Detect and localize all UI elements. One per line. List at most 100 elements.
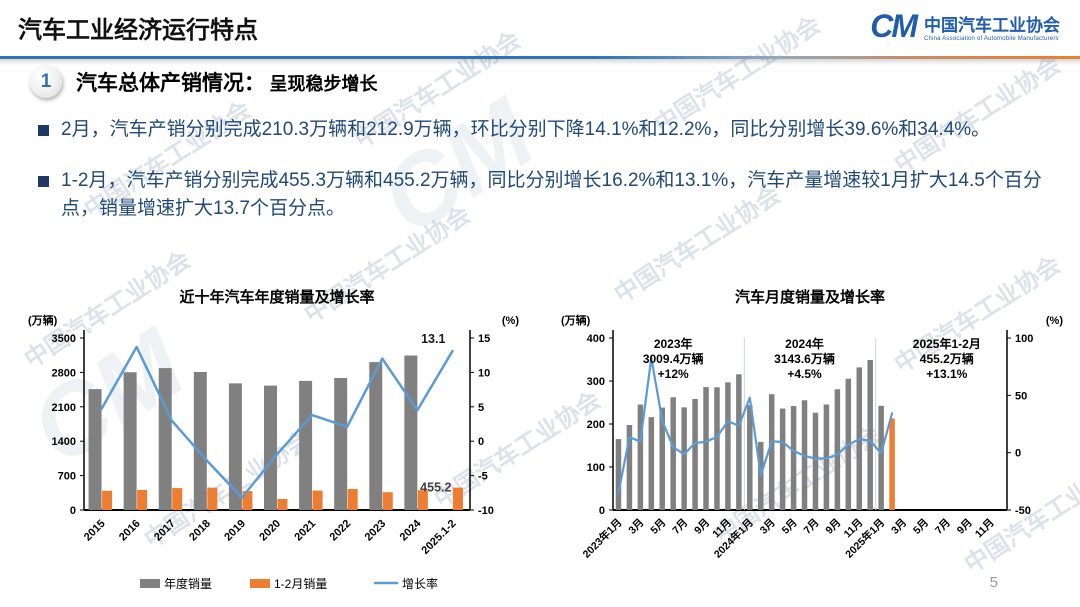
svg-text:2023: 2023 (363, 518, 389, 544)
section-number-badge: 1 (30, 66, 62, 98)
svg-text:2022: 2022 (328, 518, 354, 544)
svg-text:9月: 9月 (955, 517, 975, 537)
svg-text:3500: 3500 (52, 333, 76, 345)
section-title: 汽车总体产销情况： 呈现稳步增长 (76, 67, 377, 97)
svg-text:7月: 7月 (670, 517, 690, 537)
svg-text:2025.1-2: 2025.1-2 (419, 518, 458, 557)
svg-text:5月: 5月 (648, 517, 668, 537)
svg-text:0: 0 (599, 505, 605, 517)
svg-text:2021: 2021 (292, 518, 318, 544)
svg-text:0: 0 (70, 505, 76, 517)
annual-bars (88, 355, 463, 510)
svg-text:年度销量: 年度销量 (164, 576, 212, 591)
svg-text:(万辆): (万辆) (561, 313, 591, 327)
svg-text:+12%: +12% (658, 367, 689, 381)
annual-sales-chart: 近十年汽车年度销量及增长率 (万辆) (%) 0 700 1400 2100 2800 3500… (22, 282, 527, 607)
header-divider-shadow (0, 59, 1080, 65)
svg-text:9月: 9月 (692, 517, 712, 537)
svg-text:5月: 5月 (780, 517, 800, 537)
svg-text:2018: 2018 (187, 518, 213, 544)
svg-text:增长率: 增长率 (402, 576, 438, 591)
svg-text:5: 5 (478, 402, 484, 414)
svg-text:11月: 11月 (973, 517, 997, 541)
svg-text:2016: 2016 (117, 518, 143, 544)
svg-text:(%): (%) (1046, 315, 1063, 327)
svg-text:7月: 7月 (933, 517, 953, 537)
svg-text:455.2: 455.2 (420, 481, 451, 495)
svg-text:2023年: 2023年 (654, 336, 693, 351)
svg-text:1-2月销量: 1-2月销量 (274, 577, 327, 591)
section-header: 1 汽车总体产销情况： 呈现稳步增长 (30, 66, 377, 98)
svg-text:50: 50 (1015, 390, 1027, 402)
svg-text:200: 200 (587, 419, 605, 431)
bullet-text: 2月，汽车产销分别完成210.3万辆和212.9万辆，环比分别下降14.1%和1… (61, 119, 991, 140)
caam-logo-text: 中国汽车工业协会 China Association of Automobile… (924, 11, 1060, 42)
bullet-list: 2月，汽车产销分别完成210.3万辆和212.9万辆，环比分别下降14.1%和1… (38, 116, 1050, 246)
svg-text:2015: 2015 (82, 518, 108, 544)
svg-text:13.1: 13.1 (421, 332, 445, 346)
svg-text:300: 300 (587, 376, 605, 388)
svg-text:2100: 2100 (52, 402, 76, 414)
logo-name-cn: 中国汽车工业协会 (924, 16, 1060, 35)
svg-text:100: 100 (587, 462, 605, 474)
svg-text:2800: 2800 (52, 367, 76, 379)
header-divider (0, 56, 1080, 59)
svg-text:+4.5%: +4.5% (787, 367, 822, 381)
bullet-square-icon (38, 175, 49, 187)
svg-text:2023年1月: 2023年1月 (580, 516, 625, 561)
svg-text:+13.1%: +13.1% (926, 367, 967, 381)
svg-text:2025年1-2月: 2025年1-2月 (913, 336, 981, 351)
svg-text:3月: 3月 (626, 517, 646, 537)
svg-text:2019: 2019 (222, 518, 248, 544)
growth-rate-line (100, 345, 454, 499)
svg-text:0: 0 (1015, 448, 1021, 460)
svg-text:(%): (%) (502, 315, 519, 327)
svg-text:700: 700 (58, 471, 76, 483)
svg-text:100: 100 (1015, 333, 1033, 345)
legend: 年度销量 1-2月销量 增长率 (140, 576, 438, 591)
svg-text:-10: -10 (478, 505, 494, 517)
monthly-sales-chart-canvas: 汽车月度销量及增长率 (万辆) (%) 0 100 200 300 400 -50 0 50 100 2… (561, 288, 1063, 561)
svg-text:2020: 2020 (257, 518, 283, 544)
svg-text:3143.6万辆: 3143.6万辆 (774, 351, 835, 366)
svg-text:455.2万辆: 455.2万辆 (920, 351, 974, 366)
svg-text:近十年汽车年度销量及增长率: 近十年汽车年度销量及增长率 (179, 288, 374, 306)
bullet-item: 2月，汽车产销分别完成210.3万辆和212.9万辆，环比分别下降14.1%和1… (38, 116, 1050, 145)
charts-row: 近十年汽车年度销量及增长率 (万辆) (%) 0 700 1400 2100 2800 3500… (22, 282, 1070, 607)
growth-rate-line (617, 356, 894, 494)
annual-sales-chart-canvas: 近十年汽车年度销量及增长率 (万辆) (%) 0 700 1400 2100 2800 3500… (28, 288, 519, 591)
x-axis-labels: 2015 2016 2017 2018 2019 2020 2021 2022 2023 2024… (82, 517, 459, 557)
svg-text:(万辆): (万辆) (28, 313, 58, 327)
svg-text:2024: 2024 (398, 517, 424, 543)
svg-text:400: 400 (587, 333, 605, 345)
bullet-text: 1-2月，汽车产销分别完成455.3万辆和455.2万辆，同比分别增长16.2%… (61, 169, 1042, 220)
section-heading: 汽车总体产销情况： (76, 72, 265, 95)
svg-text:1400: 1400 (52, 436, 76, 448)
svg-text:10: 10 (478, 367, 490, 379)
page-number: 5 (989, 574, 998, 591)
monthly-sales-chart: 汽车月度销量及增长率 (万辆) (%) 0 100 200 300 400 -50 0 50 100 2… (555, 282, 1070, 607)
svg-text:3月: 3月 (758, 517, 778, 537)
svg-text:3009.4万辆: 3009.4万辆 (643, 351, 704, 366)
svg-text:-5: -5 (478, 471, 488, 483)
bullet-square-icon (38, 125, 49, 136)
svg-text:15: 15 (478, 333, 490, 345)
page-title: 汽车工业经济运行特点 (18, 17, 258, 44)
svg-text:0: 0 (478, 436, 484, 448)
svg-text:7月: 7月 (802, 517, 822, 537)
bullet-item: 1-2月，汽车产销分别完成455.3万辆和455.2万辆，同比分别增长16.2%… (38, 167, 1050, 224)
caam-logo-icon: CM (870, 8, 918, 44)
svg-text:2024年: 2024年 (785, 336, 824, 351)
svg-text:9月: 9月 (823, 517, 843, 537)
section-subheading: 呈现稳步增长 (269, 74, 378, 94)
svg-text:汽车月度销量及增长率: 汽车月度销量及增长率 (735, 288, 885, 306)
caam-logo: CM 中国汽车工业协会 China Association of Automob… (870, 8, 1060, 45)
svg-text:2017: 2017 (152, 518, 178, 544)
svg-text:5月: 5月 (911, 517, 931, 537)
svg-text:3月: 3月 (889, 517, 909, 537)
logo-name-en: China Association of Automobile Manufact… (924, 36, 1059, 42)
svg-text:-50: -50 (1015, 505, 1031, 517)
